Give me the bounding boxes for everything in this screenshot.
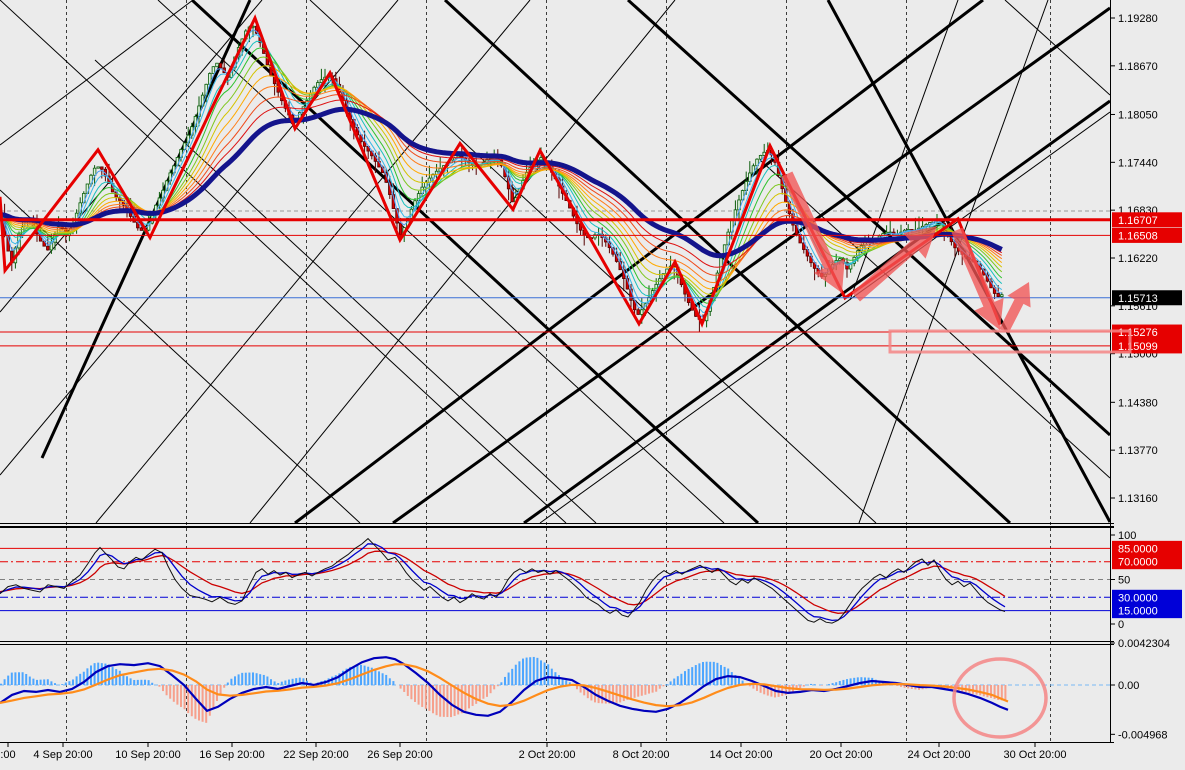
time-axis-label: 4 Sep 20:00 <box>33 749 92 761</box>
oscillator-level-flag-bg <box>1112 540 1182 556</box>
trendline[interactable] <box>392 6 1110 523</box>
macd-axis-label: 0.00 <box>1118 680 1139 692</box>
horizontal-levels-group <box>0 218 1110 347</box>
ma-ribbon-line <box>0 75 1003 290</box>
panel-borders <box>0 0 1114 743</box>
vertical-gridlines <box>66 0 1051 742</box>
time-axis-label: 20 Oct 20:00 <box>810 749 873 761</box>
price-axis: 1.192801.186701.180501.174401.168301.162… <box>1110 13 1182 741</box>
macd-signal-line <box>0 663 1009 708</box>
time-axis-label: 22 Sep 20:00 <box>283 749 348 761</box>
oscillator-level-flag-bg <box>1112 589 1182 605</box>
price-axis-label: 1.14380 <box>1118 397 1158 409</box>
oscillator-group <box>0 537 1006 624</box>
trendline[interactable] <box>626 0 1110 437</box>
zigzag-indicator <box>0 14 1002 328</box>
trendline[interactable] <box>294 0 984 523</box>
oscillator-fast-line <box>0 537 1006 624</box>
price-level-flag: 1.15713 <box>1118 293 1158 305</box>
price-level-flag: 1.16707 <box>1118 215 1158 227</box>
macd-axis-label: 0.0042304 <box>1118 638 1170 650</box>
time-axis-label: 10 Sep 20:00 <box>115 749 180 761</box>
trend-arrow-up-4[interactable] <box>999 282 1031 334</box>
price-axis-label: 1.18670 <box>1118 61 1158 73</box>
price-axis-label: 1.17440 <box>1118 157 1158 169</box>
oscillator-axis-label: 50 <box>1118 575 1130 587</box>
macd-histogram <box>0 656 1007 723</box>
price-level-flag-bg <box>1112 212 1182 228</box>
trendline[interactable] <box>523 99 1110 523</box>
macd-axis-label: -0.004968 <box>1118 729 1168 741</box>
price-axis-label: 1.13770 <box>1118 445 1158 457</box>
trendline[interactable] <box>249 0 676 523</box>
macd-line <box>0 656 1009 717</box>
time-axis-label: 14 Oct 20:00 <box>710 749 773 761</box>
trendline[interactable] <box>0 189 361 523</box>
oscillator-level-flag: 15.0000 <box>1118 606 1158 618</box>
time-axis: :00 4 Sep 20:00 10 Sep 20:00 16 Sep 20:00 22… <box>0 742 1067 761</box>
time-axis-label: 8 Oct 20:00 <box>613 749 670 761</box>
time-axis-label: :00 <box>0 749 15 761</box>
oscillator-axis-label: 0 <box>1118 619 1124 631</box>
trendline[interactable] <box>309 0 877 523</box>
time-axis-label: 24 Oct 20:00 <box>908 749 971 761</box>
price-axis-label: 1.13160 <box>1118 493 1158 505</box>
macd-highlight-ellipse[interactable] <box>952 657 1048 739</box>
trendline[interactable] <box>0 0 194 146</box>
price-axis-label: 1.19280 <box>1118 13 1158 25</box>
trendline[interactable] <box>539 111 1110 523</box>
ma-ribbon-line <box>0 85 1003 284</box>
macd-lines-group <box>0 656 1009 717</box>
time-axis-label: 30 Oct 20:00 <box>1004 749 1067 761</box>
trend-arrow-down-3[interactable] <box>951 227 1004 330</box>
oscillator-slow-line <box>0 550 1006 614</box>
oscillator-mid-line <box>0 543 1006 622</box>
trendline[interactable] <box>94 59 597 523</box>
price-axis-label: 1.18050 <box>1118 109 1158 121</box>
oscillator-level-flag: 70.0000 <box>1118 557 1158 569</box>
oscillator-level-flag-bg <box>1112 554 1182 570</box>
time-axis-label: 26 Sep 20:00 <box>367 749 432 761</box>
price-level-flag: 1.15099 <box>1118 341 1158 353</box>
time-axis-label: 2 Oct 20:00 <box>519 749 576 761</box>
trendline[interactable] <box>443 0 1012 523</box>
trend-arrow-down-1[interactable] <box>781 171 845 294</box>
trendline[interactable] <box>0 0 263 313</box>
trendline[interactable] <box>858 0 1049 523</box>
target-zone-box[interactable] <box>888 329 1132 354</box>
oscillator-level-flag: 85.0000 <box>1118 543 1158 555</box>
annotations-group <box>781 171 1132 739</box>
price-axis-label: 1.16220 <box>1118 253 1158 265</box>
oscillator-axis-label: 100 <box>1118 530 1136 542</box>
price-level-flag-bg <box>1112 227 1182 243</box>
ma-slow-navy-line <box>0 106 1003 259</box>
oscillator-level-flag-bg <box>1112 603 1182 619</box>
trendline[interactable] <box>190 0 760 523</box>
price-level-flag-bg <box>1112 290 1182 306</box>
time-axis-label: 16 Sep 20:00 <box>199 749 264 761</box>
price-level-flag: 1.16508 <box>1118 230 1158 242</box>
trendline[interactable] <box>1004 0 1110 96</box>
trendline[interactable] <box>759 159 1110 479</box>
oscillator-level-flag: 30.0000 <box>1118 592 1158 604</box>
trend-arrow-up-2[interactable] <box>852 226 937 302</box>
trendline[interactable] <box>0 0 567 523</box>
price-level-flag: 1.15276 <box>1118 327 1158 339</box>
